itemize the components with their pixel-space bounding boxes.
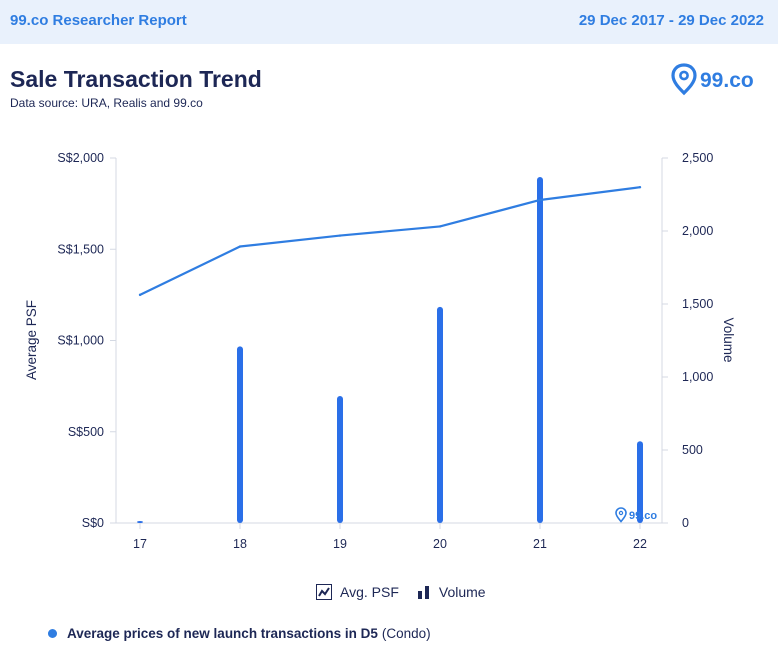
volume-bar [137, 521, 143, 523]
legend-line-label: Avg. PSF [340, 584, 399, 600]
x-tick-label: 21 [533, 537, 547, 551]
chart-watermark: 99.co [615, 507, 657, 523]
avg-psf-point [238, 245, 242, 248]
legend-item-bar[interactable]: Volume [417, 584, 486, 600]
volume-bar [337, 395, 343, 523]
legend-item-line[interactable]: Avg. PSF [316, 584, 399, 600]
y-tick-label-left: S$1,500 [57, 242, 104, 256]
y-tick-label-right: 2,000 [682, 224, 713, 238]
chart-subtitle: Data source: URA, Realis and 99.co [10, 96, 203, 110]
y-tick-label-left: S$1,000 [57, 334, 104, 348]
brand-label: 99.co Researcher Report [10, 12, 187, 29]
bar-chart-icon [417, 586, 429, 599]
y-tick-label-left: S$2,000 [57, 151, 104, 165]
volume-bar [537, 176, 543, 524]
bullet-dot [48, 629, 57, 638]
y-tick-label-left: S$0 [82, 516, 104, 530]
x-tick-label: 19 [333, 537, 347, 551]
line-chart-icon [316, 584, 332, 600]
y-tick-label-right: 1,000 [682, 370, 713, 384]
volume-bar [437, 306, 443, 523]
avg-psf-point [338, 234, 342, 237]
y-tick-label-left: S$500 [68, 425, 104, 439]
location-pin-icon [615, 507, 627, 523]
footnote-rest: (Condo) [381, 626, 431, 641]
date-range: 29 Dec 2017 - 29 Dec 2022 [578, 12, 764, 29]
volume-bar [237, 346, 243, 523]
chart-footnote: Average prices of new launch transaction… [48, 626, 431, 641]
y-tick-label-right: 500 [682, 443, 703, 457]
logo-99co: 99.co [671, 63, 754, 96]
avg-psf-point [638, 186, 642, 189]
volume-bar [637, 441, 643, 523]
report-header: 99.co Researcher Report 29 Dec 2017 - 29… [0, 0, 778, 44]
chart-legend: Avg. PSF Volume [316, 584, 486, 600]
x-tick-label: 18 [233, 537, 247, 551]
watermark-text: 99.co [629, 510, 657, 522]
x-tick-label: 22 [633, 537, 647, 551]
x-tick-label: 20 [433, 537, 447, 551]
y-axis-title-left: Average PSF [24, 300, 39, 380]
x-tick-label: 17 [133, 537, 147, 551]
legend-bar-label: Volume [438, 584, 486, 600]
y-tick-label-right: 1,500 [682, 297, 713, 311]
chart-title: Sale Transaction Trend [10, 66, 262, 92]
y-axis-title-right: Volume [721, 317, 736, 362]
logo-text: 99.co [700, 69, 754, 92]
footnote-bold: Average prices of new launch transaction… [67, 626, 378, 641]
location-pin-icon [671, 63, 697, 96]
y-tick-label-right: 0 [682, 516, 689, 530]
avg-psf-point [538, 198, 542, 202]
avg-psf-point [138, 293, 142, 297]
avg-psf-point [438, 225, 442, 228]
avg-psf-line [139, 186, 641, 296]
y-tick-label-right: 2,500 [682, 151, 713, 165]
